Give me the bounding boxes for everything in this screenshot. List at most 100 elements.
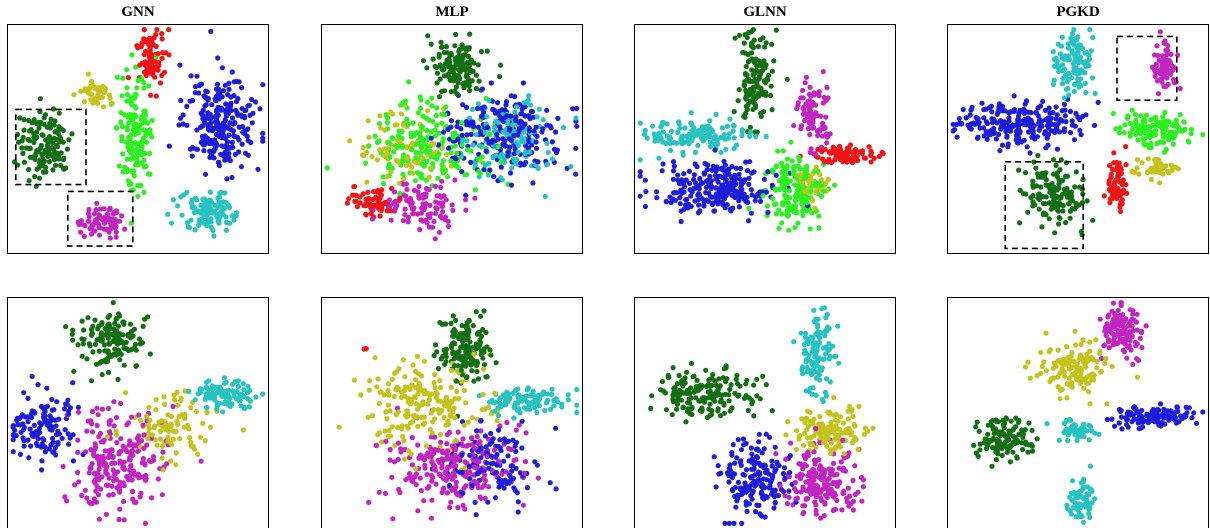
point-blue: [52, 445, 59, 451]
point-magenta: [123, 447, 129, 453]
point-olive: [459, 379, 465, 385]
point-cyan: [1075, 79, 1081, 85]
point-blue: [485, 499, 491, 505]
point-cyan: [526, 402, 532, 408]
point-green: [1128, 120, 1134, 127]
point-dark-green: [42, 112, 49, 118]
point-blue: [509, 463, 516, 469]
scatter-panel-r1-pgkd: [947, 24, 1209, 254]
point-magenta: [117, 489, 123, 495]
point-magenta: [818, 144, 824, 150]
point-magenta: [130, 468, 136, 474]
point-olive: [461, 422, 467, 428]
point-cyan: [574, 402, 580, 408]
point-green: [141, 157, 147, 163]
point-green: [809, 183, 815, 189]
point-blue: [502, 138, 508, 144]
point-green: [450, 135, 456, 141]
point-blue: [968, 126, 974, 132]
point-blue: [721, 158, 727, 164]
point-blue: [34, 443, 40, 449]
point-blue: [220, 88, 227, 94]
point-cyan: [191, 204, 197, 210]
point-blue: [670, 176, 676, 182]
point-magenta: [421, 207, 427, 213]
point-dark-green: [455, 62, 461, 68]
point-red: [344, 200, 350, 206]
point-blue: [216, 133, 222, 139]
point-dark-green: [1030, 182, 1036, 188]
point-blue: [199, 123, 205, 129]
point-dark-green: [449, 344, 455, 350]
point-olive: [465, 419, 471, 425]
point-magenta: [441, 193, 447, 199]
point-olive: [404, 155, 410, 161]
point-magenta: [521, 470, 527, 476]
point-dark-green: [60, 139, 66, 145]
point-cyan: [521, 100, 527, 106]
point-olive: [415, 391, 421, 397]
point-green: [129, 117, 135, 123]
point-magenta: [1152, 73, 1158, 79]
point-blue: [756, 439, 762, 445]
point-blue: [526, 127, 532, 134]
point-dark-green: [128, 347, 134, 353]
point-dark-green: [478, 48, 484, 55]
point-blue: [741, 191, 747, 197]
point-olive: [426, 174, 432, 180]
point-green: [495, 144, 501, 150]
point-magenta: [393, 198, 399, 204]
point-olive: [367, 378, 373, 384]
point-magenta: [118, 436, 124, 442]
point-olive: [408, 142, 414, 148]
point-cyan: [192, 227, 198, 233]
point-olive: [351, 377, 357, 383]
point-green: [1173, 117, 1179, 123]
point-dark-green: [27, 138, 33, 144]
point-green: [413, 129, 419, 136]
point-blue: [761, 176, 767, 182]
point-green: [1166, 137, 1172, 143]
point-olive: [492, 390, 498, 396]
point-olive: [456, 396, 462, 402]
scatter-panel-r2-gnn: [7, 297, 269, 528]
point-blue: [478, 455, 484, 461]
point-blue: [670, 196, 676, 202]
point-magenta: [1162, 38, 1168, 44]
point-blue: [1031, 135, 1037, 141]
point-cyan: [692, 149, 698, 155]
point-blue: [526, 113, 532, 119]
point-cyan: [1078, 83, 1084, 89]
point-cyan: [1058, 43, 1065, 49]
point-green: [412, 178, 418, 184]
point-cyan: [495, 412, 502, 419]
point-olive: [405, 425, 411, 431]
point-olive: [159, 455, 165, 461]
point-olive: [364, 149, 370, 155]
point-blue: [54, 399, 60, 405]
point-cyan: [1052, 63, 1058, 69]
point-magenta: [445, 223, 452, 229]
point-green: [381, 181, 387, 187]
point-dark-green: [43, 169, 49, 175]
point-olive: [173, 429, 179, 435]
point-magenta: [442, 470, 448, 476]
point-blue: [487, 167, 493, 173]
point-blue: [64, 402, 70, 408]
point-dark-green: [473, 72, 479, 78]
point-blue: [223, 110, 230, 116]
point-green: [363, 160, 369, 166]
point-olive: [469, 415, 475, 421]
point-magenta: [108, 418, 114, 424]
point-olive: [481, 366, 487, 372]
point-blue: [20, 421, 26, 427]
point-olive: [106, 92, 112, 98]
point-blue: [239, 106, 245, 112]
point-red: [147, 35, 153, 41]
point-dark-green: [1023, 191, 1029, 197]
point-dark-green: [36, 125, 42, 131]
point-cyan: [642, 127, 648, 133]
point-cyan: [206, 217, 212, 223]
point-green: [1170, 122, 1176, 128]
point-blue: [184, 103, 190, 109]
